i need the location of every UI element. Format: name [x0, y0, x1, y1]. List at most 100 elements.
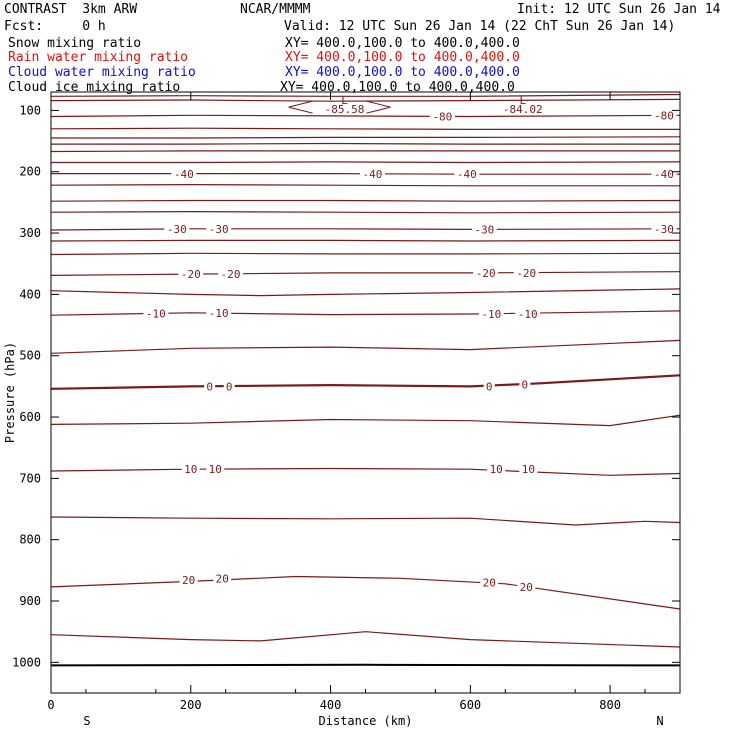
contour-label: 10 — [184, 463, 197, 476]
contour-line — [50, 414, 681, 427]
contour-label: -10 — [209, 307, 229, 320]
field-cloudwater-xy: XY= 400.0,100.0 to 400.0,400.0 — [285, 65, 520, 80]
contour-label: 20 — [182, 574, 195, 587]
contour-label-bg — [213, 572, 232, 585]
contour-line — [50, 127, 680, 130]
y-axis-label: Pressure (hPa) — [3, 342, 17, 443]
x-tick-label: 400 — [320, 698, 342, 712]
contour-label: 0 — [522, 379, 529, 392]
contour-label-bg — [143, 307, 169, 320]
contour-label-bg — [651, 222, 677, 235]
contour-label-bg — [651, 109, 677, 122]
field-rain-name: Rain water mixing ratio — [8, 50, 189, 65]
contour-label: -40 — [363, 168, 383, 181]
contour-label-bg — [359, 168, 385, 181]
contour-label: 0 — [206, 380, 213, 393]
contour-label: 10 — [209, 463, 222, 476]
contour-line — [50, 631, 681, 648]
contour-line — [50, 663, 681, 667]
contour-line — [50, 339, 681, 354]
valid-time: Valid: 12 UTC Sun 26 Jan 14 (22 ChT Sun … — [284, 19, 676, 34]
y-tick-label: 900 — [19, 594, 41, 608]
contour-labels: -40 -40 -40 -40 -30 -30 -30 -30 -20 -20 -20 -20 -10 -… — [143, 109, 677, 594]
contour-label: -40 — [654, 168, 674, 181]
forecast-hour: Fcst: 0 h — [4, 19, 106, 34]
contour-label-bg — [487, 463, 506, 476]
contour-label: -20 — [516, 267, 536, 280]
low-marker: L — [341, 94, 348, 107]
contour-label: -20 — [181, 268, 201, 281]
contour-label: 0 — [486, 380, 493, 393]
field-cloudice-xy: XY= 400.0,100.0 to 400.0,400.0 — [280, 80, 515, 95]
contour-label-bg — [651, 168, 677, 181]
contour-line — [50, 184, 680, 187]
y-tick-label: 100 — [19, 103, 41, 117]
contour-line — [51, 161, 681, 164]
contour-line — [50, 228, 681, 231]
minimum-markers: L-85.58L-84.02 — [288, 94, 543, 116]
contour-label: -40 — [457, 168, 477, 181]
contour-label-bg — [218, 268, 244, 281]
contour-label: -10 — [481, 308, 501, 321]
contour-line — [51, 173, 680, 175]
contour-label-bg — [519, 463, 538, 476]
field-snow-xy: XY= 400.0,100.0 to 400.0,400.0 — [285, 36, 520, 51]
contour-label-bg — [204, 380, 216, 393]
low-marker: L — [519, 94, 526, 107]
contour-label: -10 — [518, 308, 538, 321]
contour-label: -30 — [167, 223, 187, 236]
field-snow-name: Snow mixing ratio — [8, 36, 142, 51]
low-value: -84.02 — [503, 103, 543, 116]
contour-line — [50, 516, 681, 526]
y-tick-label: 300 — [19, 226, 41, 240]
x-tick-label: 0 — [47, 698, 54, 712]
contour-line — [50, 288, 681, 297]
contour-label-bg — [478, 308, 504, 321]
contour-label-bg — [179, 574, 198, 587]
y-tick-label: 600 — [19, 410, 41, 424]
contour-line — [51, 136, 681, 139]
center-label: NCAR/MMMM — [240, 2, 311, 17]
y-tick-label: 200 — [19, 165, 41, 179]
contour-label-bg — [473, 266, 499, 279]
contour-label: -80 — [432, 111, 452, 124]
contour-label-bg — [181, 463, 200, 476]
contour-line — [51, 142, 680, 145]
contour-label-bg — [171, 168, 197, 181]
contour-label-bg — [429, 110, 455, 123]
contour-label-bg — [206, 463, 225, 476]
contour-line — [50, 239, 681, 242]
contour-label: -30 — [654, 223, 674, 236]
contour-line — [50, 374, 681, 390]
contour-label-bg — [223, 380, 235, 393]
y-tick-label: 400 — [19, 287, 41, 301]
contour-line — [50, 271, 681, 276]
contour-label: -20 — [221, 268, 241, 281]
x-axis-label: Distance (km) — [319, 714, 413, 728]
contour-label-bg — [519, 378, 531, 391]
low-value: -85.58 — [325, 103, 365, 116]
contour-label-bg — [206, 306, 232, 319]
y-tick-label: 500 — [19, 349, 41, 363]
model-title: CONTRAST 3km ARW — [4, 2, 138, 17]
x-tick-label: 800 — [599, 698, 621, 712]
contour-label: -10 — [146, 307, 166, 320]
init-time: Init: 12 UTC Sun 26 Jan 14 — [517, 2, 721, 17]
contour-label: -40 — [174, 168, 194, 181]
contour-label: 10 — [522, 463, 535, 476]
x-tick-label: 600 — [459, 698, 481, 712]
contour-line — [50, 93, 681, 97]
contour-label-bg — [164, 222, 190, 235]
south-end-label: S — [83, 714, 90, 728]
x-axis-ticks: 0 200 400 600 800 — [47, 92, 646, 712]
contour-label-bg — [480, 576, 499, 589]
contour-line — [50, 575, 681, 610]
contour-label-bg — [454, 168, 480, 181]
contour-label: -30 — [209, 223, 229, 236]
contour-line — [50, 98, 681, 102]
contour-label-bg — [471, 223, 497, 236]
contour-line — [50, 467, 681, 476]
y-tick-label: 1000 — [12, 655, 41, 669]
plot-frame — [50, 91, 681, 694]
